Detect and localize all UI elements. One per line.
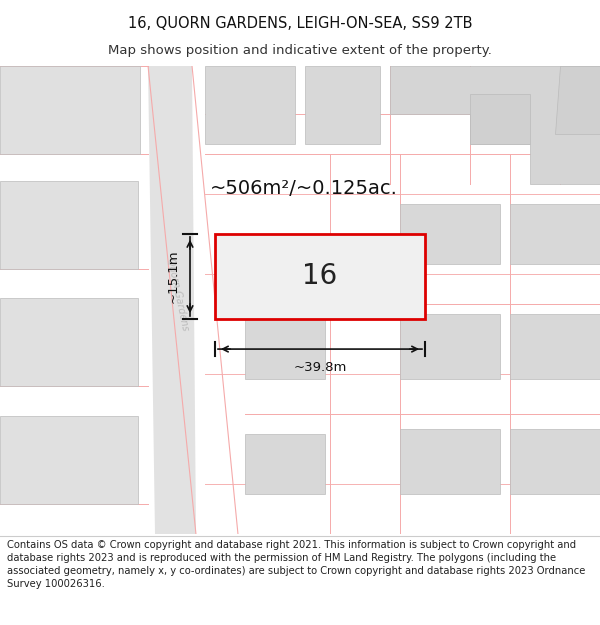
Bar [245, 434, 325, 494]
Text: 16, QUORN GARDENS, LEIGH-ON-SEA, SS9 2TB: 16, QUORN GARDENS, LEIGH-ON-SEA, SS9 2TB [128, 16, 472, 31]
Text: Map shows position and indicative extent of the property.: Map shows position and indicative extent… [108, 44, 492, 57]
Bar [0, 416, 138, 504]
Bar [205, 66, 295, 144]
Text: ~506m²/~0.125ac.: ~506m²/~0.125ac. [210, 179, 398, 198]
Text: Contains OS data © Crown copyright and database right 2021. This information is : Contains OS data © Crown copyright and d… [7, 541, 586, 589]
Bar [0, 181, 138, 269]
Bar [400, 314, 500, 379]
Bar [305, 66, 380, 144]
Bar [245, 319, 325, 379]
Text: ~15.1m: ~15.1m [167, 249, 180, 303]
Bar [400, 204, 500, 264]
Text: Quorn Gardens: Quorn Gardens [166, 257, 191, 331]
Bar [400, 429, 500, 494]
Bar [510, 204, 600, 264]
Bar [0, 66, 140, 154]
Bar [510, 314, 600, 379]
Polygon shape [148, 66, 196, 534]
Bar [0, 298, 138, 386]
Polygon shape [555, 66, 600, 134]
Bar [470, 94, 530, 144]
Polygon shape [390, 66, 600, 184]
Bar [215, 234, 425, 319]
Text: 16: 16 [302, 262, 338, 291]
Text: ~39.8m: ~39.8m [293, 361, 347, 374]
Bar [510, 429, 600, 494]
